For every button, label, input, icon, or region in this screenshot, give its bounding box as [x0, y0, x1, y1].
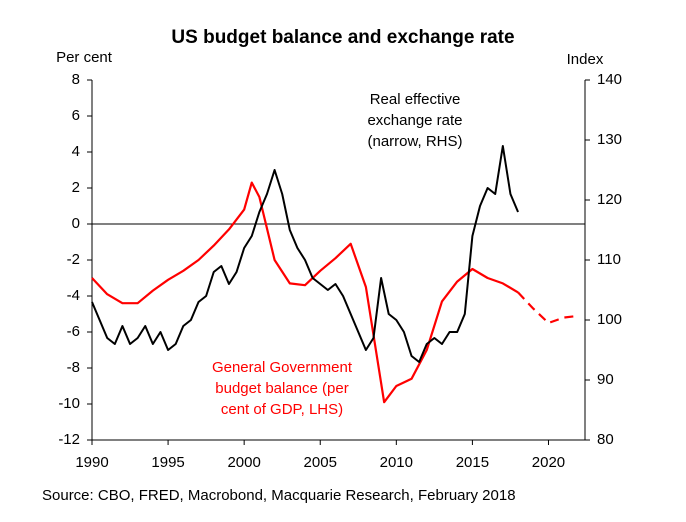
- y-tick-label: -6: [67, 323, 80, 340]
- y2-tick-label: 80: [597, 431, 614, 448]
- series-line: [91, 181, 519, 404]
- annotation: exchange rate: [367, 112, 462, 129]
- y2-tick-label: 130: [597, 131, 622, 148]
- y-tick-label: 8: [72, 71, 80, 88]
- y2-tick-label: 100: [597, 311, 622, 328]
- x-tick-label: 1990: [75, 454, 108, 471]
- annotation: cent of GDP, LHS): [221, 401, 343, 418]
- series-line: [91, 145, 519, 363]
- y-tick-label: -2: [67, 251, 80, 268]
- series-line: [517, 291, 580, 325]
- y-tick-label: -12: [58, 431, 80, 448]
- annotation: General Government: [212, 359, 353, 376]
- annotation: (narrow, RHS): [367, 133, 462, 150]
- x-tick-label: 2020: [532, 454, 565, 471]
- x-tick-label: 2000: [227, 454, 260, 471]
- y-tick-label: -8: [67, 359, 80, 376]
- y2-tick-label: 120: [597, 191, 622, 208]
- y2-tick-label: 90: [597, 371, 614, 388]
- y-axis-label: Per cent: [56, 49, 113, 66]
- y-tick-label: 2: [72, 179, 80, 196]
- y2-tick-label: 110: [597, 251, 621, 268]
- y2-tick-label: 140: [597, 71, 622, 88]
- y-tick-label: 4: [72, 143, 80, 160]
- source: Source: CBO, FRED, Macrobond, Macquarie …: [42, 487, 516, 504]
- y-tick-label: 0: [72, 215, 80, 232]
- x-tick-label: 2010: [380, 454, 413, 471]
- y-tick-label: 6: [72, 107, 80, 124]
- x-tick-label: 2015: [456, 454, 489, 471]
- x-tick-label: 2005: [304, 454, 337, 471]
- annotation: Real effective: [370, 91, 461, 108]
- chart-title: US budget balance and exchange rate: [171, 27, 514, 48]
- annotation: budget balance (per: [215, 380, 348, 397]
- y-tick-label: -4: [67, 287, 80, 304]
- x-tick-label: 1995: [151, 454, 184, 471]
- y2-axis-label: Index: [567, 51, 604, 68]
- y-tick-label: -10: [58, 395, 80, 412]
